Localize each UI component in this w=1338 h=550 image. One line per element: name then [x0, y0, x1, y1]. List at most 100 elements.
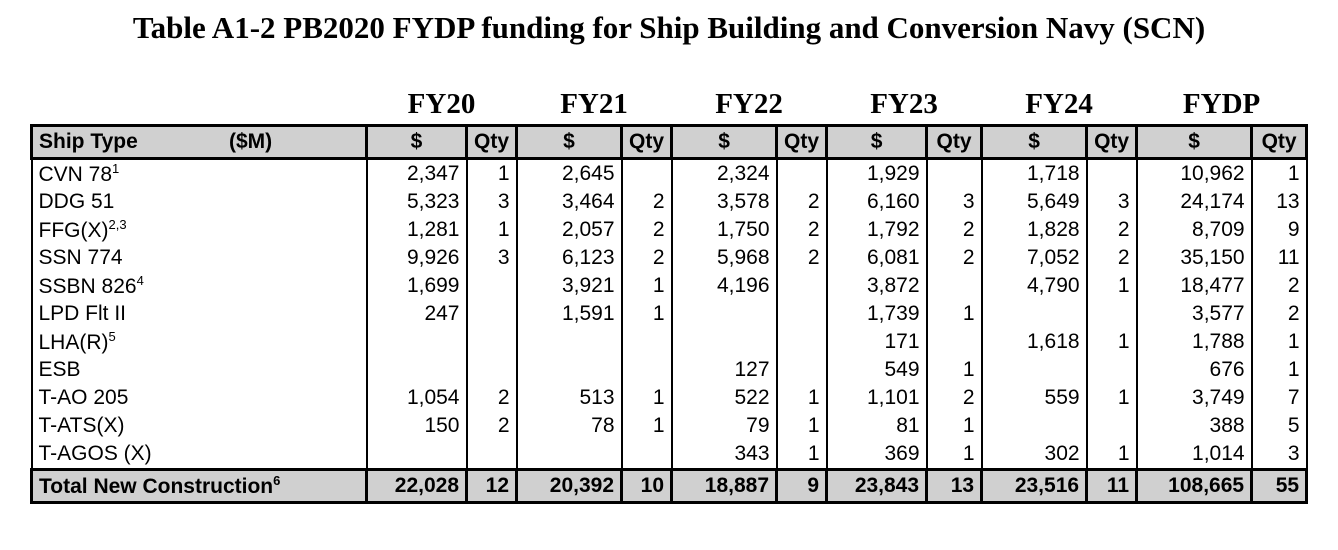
qty-cell: 13	[925, 468, 984, 504]
dollar-cell: 1,591	[515, 300, 623, 328]
dollar-cell: 1,929	[825, 158, 928, 188]
ship-name-cell: T-AO 205	[30, 384, 368, 412]
year-header-row: FY20 FY21 FY22 FY23 FY24 FYDP	[32, 84, 1307, 126]
qty-cell: 2	[925, 244, 983, 272]
ship-name-cell: CVN 781	[30, 158, 368, 188]
qty-cell	[925, 158, 983, 188]
ship-row: CVN 781 2,347 1 2,645 2,324 1,929 1,718 10,962 1	[30, 158, 1308, 188]
qty-cell: 7	[1250, 384, 1308, 412]
qty-cell	[775, 328, 828, 356]
dollar-cell: 23,516	[980, 468, 1088, 504]
ship-name: Total New Construction	[39, 475, 274, 498]
ship-name: SSBN 826	[38, 275, 137, 298]
ship-name-cell: ESB	[30, 356, 368, 384]
ship-name: DDG 51	[38, 190, 115, 213]
dollar-cell: 302	[980, 440, 1088, 471]
qty-cell	[465, 440, 518, 471]
dollar-cell: 676	[1135, 356, 1253, 384]
qty-cell	[1085, 356, 1138, 384]
footnote-ref: 6	[273, 473, 281, 488]
dollar-cell: 3,872	[825, 272, 928, 300]
qty-cell	[620, 440, 673, 471]
qty-cell	[620, 158, 673, 188]
funding-table: FY20 FY21 FY22 FY23 FY24 FYDP Ship Type ($M) $ Qt…	[30, 84, 1309, 504]
dollar-cell: 23,843	[825, 468, 928, 504]
dollar-cell: 1,699	[365, 272, 467, 300]
dollar-cell	[670, 328, 778, 356]
dollar-cell: 6,160	[825, 188, 928, 216]
qty-cell: 3	[465, 244, 518, 272]
dollar-cell: 171	[825, 328, 928, 356]
qty-cell: 3	[1250, 440, 1308, 471]
qty-cell: 2	[1250, 300, 1308, 328]
qty-cell: 2	[775, 188, 828, 216]
dollar-cell: 35,150	[1135, 244, 1253, 272]
qty-cell: 55	[1250, 468, 1309, 504]
year-header: FY21	[560, 87, 628, 120]
dollar-cell: 78	[515, 412, 623, 440]
dollar-cell: 369	[825, 440, 928, 471]
dollar-cell: 3,464	[515, 188, 623, 216]
dollar-cell: 388	[1135, 412, 1253, 440]
dollar-cell: 5,323	[365, 188, 467, 216]
dollar-cell	[515, 356, 623, 384]
dollar-cell: 513	[515, 384, 623, 412]
qty-cell: 2	[620, 244, 673, 272]
dollar-cell: 1,750	[670, 216, 778, 244]
dollar-cell: 522	[670, 384, 778, 412]
ship-name: T-ATS(X)	[38, 414, 125, 437]
dollar-header: $	[365, 124, 468, 160]
qty-cell: 1	[1085, 440, 1138, 471]
qty-cell	[925, 328, 983, 356]
qty-cell: 10	[620, 468, 674, 504]
qty-cell: 3	[465, 188, 518, 216]
qty-cell: 1	[1085, 328, 1138, 356]
year-header: FY20	[407, 87, 476, 120]
dollar-cell: 20,392	[515, 468, 623, 504]
ship-row: SSBN 8264 1,699 3,921 1 4,196 3,872 4,790 1 18,4…	[30, 272, 1308, 300]
qty-cell: 1	[1250, 158, 1308, 188]
qty-cell: 1	[620, 384, 673, 412]
qty-header: Qty	[1085, 124, 1139, 160]
qty-cell: 1	[465, 216, 518, 244]
qty-cell: 2	[465, 412, 518, 440]
ship-name-cell: LHA(R)5	[30, 328, 368, 356]
qty-cell: 1	[775, 384, 828, 412]
dollar-cell: 1,054	[365, 384, 467, 412]
ship-row: LHA(R)5 171 1,618 1 1,788 1	[30, 328, 1308, 356]
dollar-cell	[980, 300, 1088, 328]
qty-cell: 2	[775, 244, 828, 272]
dollar-cell: 24,174	[1135, 188, 1253, 216]
ship-name-cell: T-ATS(X)	[30, 412, 368, 440]
column-header-row: Ship Type ($M) $ Qty $ Qty $ Qty $ Qty $ Qty $ Qty	[30, 124, 1309, 160]
dollar-cell: 549	[825, 356, 928, 384]
ship-row: T-AGOS (X) 343 1 369 1 302 1 1,014 3	[30, 440, 1308, 471]
ship-name: T-AO 205	[38, 386, 129, 409]
ship-row: DDG 51 5,323 3 3,464 2 3,578 2 6,160 3 5,649 3 24,1…	[30, 188, 1308, 216]
dollar-cell: 4,196	[670, 272, 778, 300]
ship-name: LPD Flt II	[38, 302, 127, 325]
qty-cell: 2	[465, 384, 518, 412]
qty-cell: 1	[1085, 272, 1138, 300]
ship-name-cell: DDG 51	[30, 188, 368, 216]
qty-cell: 12	[464, 468, 519, 504]
dollar-cell: 22,028	[365, 468, 467, 504]
ship-row: ESB 127 549 1 676 1	[30, 356, 1308, 384]
qty-header: Qty	[775, 124, 829, 160]
qty-cell: 1	[620, 412, 673, 440]
dollar-cell: 150	[365, 412, 467, 440]
qty-cell: 2	[1085, 216, 1138, 244]
dollar-cell: 3,921	[515, 272, 623, 300]
dollar-header: $	[1135, 124, 1254, 160]
qty-header: Qty	[925, 124, 984, 160]
blank	[32, 84, 367, 126]
ship-name-cell: LPD Flt II	[30, 300, 368, 328]
qty-cell: 1	[925, 356, 983, 384]
qty-cell: 3	[925, 188, 983, 216]
qty-header: Qty	[620, 124, 674, 160]
qty-cell: 2	[620, 188, 673, 216]
qty-cell	[925, 272, 983, 300]
ship-type-label: Ship Type	[39, 130, 138, 153]
dollar-cell: 2,324	[670, 158, 778, 188]
year-header: FY24	[1025, 87, 1093, 120]
